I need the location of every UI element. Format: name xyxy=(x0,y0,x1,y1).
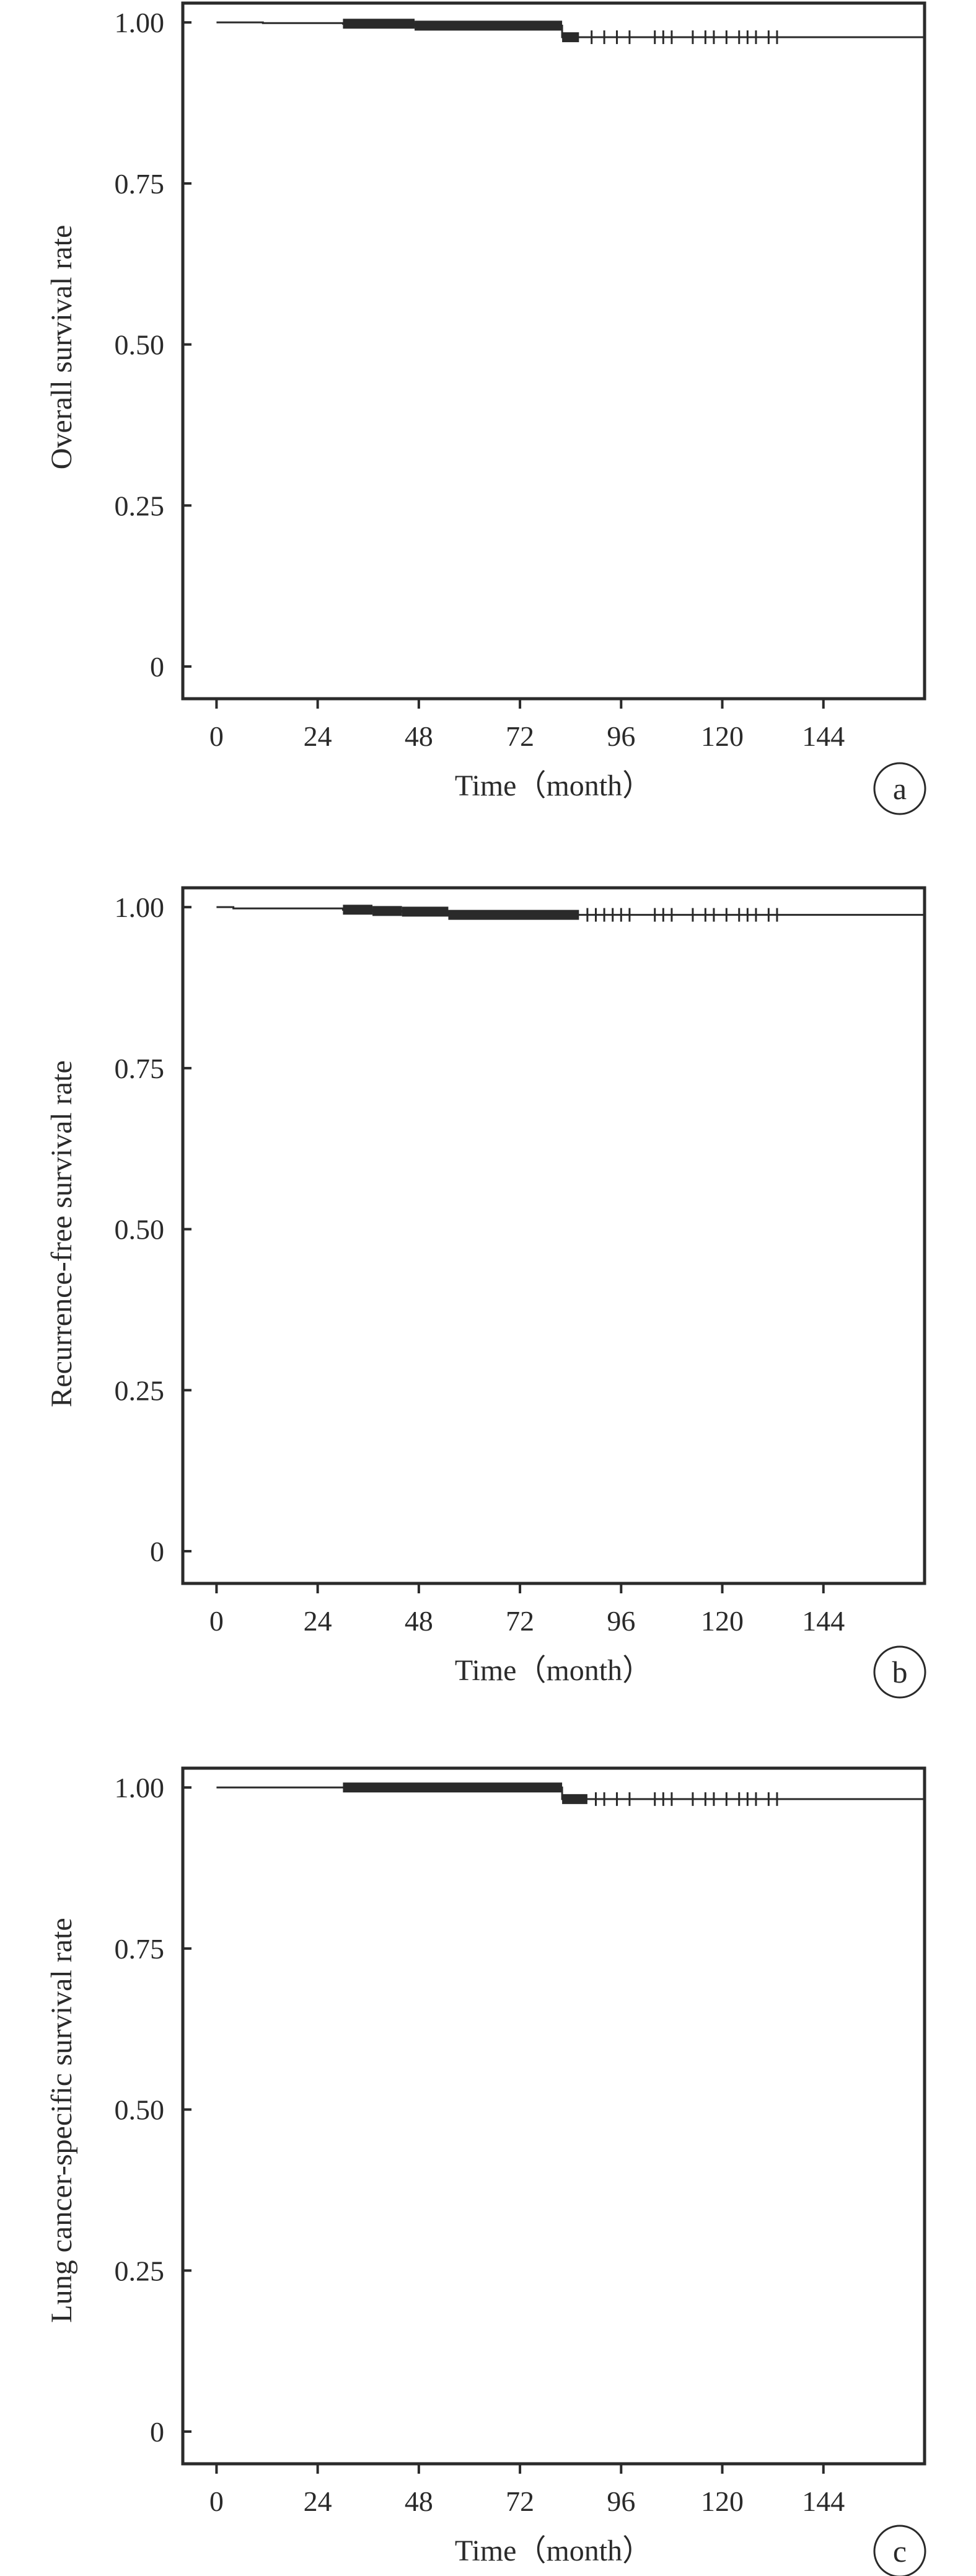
panel-label-c: c xyxy=(873,2525,926,2576)
y-tick-label: 0.75 xyxy=(115,168,165,200)
y-axis: 0 0.25 0.50 0.75 1.00 xyxy=(115,892,191,1567)
censor-band xyxy=(343,905,373,915)
x-tick-label: 144 xyxy=(802,2485,845,2517)
x-tick-label: 72 xyxy=(506,720,534,752)
panel-label-text: c xyxy=(893,2534,907,2569)
x-tick-label: 72 xyxy=(506,2485,534,2517)
y-tick-label: 0 xyxy=(150,651,164,683)
chart-panel-c: 0 0.25 0.50 0.75 1.00 0 24 48 72 96 120 144 Time（m… xyxy=(45,1766,926,2576)
y-axis: 0 0.25 0.50 0.75 1.00 xyxy=(115,1772,191,2448)
chart-panel-b: 0 0.25 0.50 0.75 1.00 0 24 48 72 96 120 144 Time（m… xyxy=(45,886,926,1699)
y-tick-label: 1.00 xyxy=(115,1772,165,1804)
panel-label-text: b xyxy=(892,1655,908,1689)
x-axis-label: Time（month） xyxy=(455,769,652,802)
y-tick-label: 0.75 xyxy=(115,1933,165,1965)
x-tick-label: 48 xyxy=(405,1605,433,1637)
y-axis: 0 0.25 0.50 0.75 1.00 xyxy=(115,7,191,683)
x-axis-label: Time（month） xyxy=(455,2534,652,2567)
y-tick-label: 0.50 xyxy=(115,2094,165,2126)
censor-band xyxy=(562,32,579,43)
plot-frame xyxy=(181,1,926,701)
panel-label-circle xyxy=(873,1645,926,1699)
panel-label-text: a xyxy=(893,771,907,806)
y-tick-label: 0.25 xyxy=(115,1374,165,1406)
x-axis: 0 24 48 72 96 120 144 xyxy=(209,2464,845,2517)
censor-band xyxy=(562,1794,587,1804)
y-tick-label: 0.75 xyxy=(115,1053,165,1084)
y-axis-label: Recurrence-free survival rate xyxy=(45,1060,78,1407)
panel-label-circle xyxy=(873,762,926,815)
x-axis: 0 24 48 72 96 120 144 xyxy=(209,699,845,752)
x-tick-label: 24 xyxy=(304,720,332,752)
censor-band xyxy=(415,20,563,31)
y-tick-label: 0 xyxy=(150,2416,164,2448)
y-tick-label: 0.25 xyxy=(115,2255,165,2286)
censor-band xyxy=(402,906,449,917)
survival-curve xyxy=(216,905,926,922)
y-tick-label: 0 xyxy=(150,1536,164,1567)
censor-band xyxy=(343,19,415,29)
survival-curve xyxy=(216,1782,926,1806)
y-tick-label: 0.50 xyxy=(115,1214,165,1246)
x-tick-label: 120 xyxy=(701,1605,744,1637)
x-tick-label: 0 xyxy=(209,720,224,752)
y-axis-label: Overall survival rate xyxy=(45,225,78,470)
x-tick-label: 0 xyxy=(209,1605,224,1637)
x-tick-label: 48 xyxy=(405,2485,433,2517)
x-tick-label: 96 xyxy=(607,1605,635,1637)
censor-band xyxy=(343,1782,563,1793)
x-tick-label: 96 xyxy=(607,2485,635,2517)
x-tick-label: 120 xyxy=(701,2485,744,2517)
y-axis-label: Lung cancer-specific survival rate xyxy=(45,1918,78,2322)
panel-label-circle xyxy=(873,2525,926,2576)
y-tick-label: 0.50 xyxy=(115,329,165,361)
y-tick-label: 0.25 xyxy=(115,490,165,521)
x-tick-label: 144 xyxy=(802,720,845,752)
x-tick-label: 24 xyxy=(304,2485,332,2517)
x-axis-label: Time（month） xyxy=(455,1654,652,1687)
x-tick-label: 0 xyxy=(209,2485,224,2517)
censor-band xyxy=(372,906,402,916)
plot-frame xyxy=(181,1766,926,2466)
survival-curve xyxy=(216,19,926,45)
x-axis: 0 24 48 72 96 120 144 xyxy=(209,1583,845,1637)
x-tick-label: 120 xyxy=(701,720,744,752)
plot-frame xyxy=(181,886,926,1585)
censor-band xyxy=(448,910,579,920)
x-tick-label: 48 xyxy=(405,720,433,752)
x-tick-label: 144 xyxy=(802,1605,845,1637)
y-tick-label: 1.00 xyxy=(115,892,165,923)
chart-panel-a: 0 0.25 0.50 0.75 1.00 0 24 48 72 96 120 144 Time（m… xyxy=(45,1,926,815)
panel-label-a: a xyxy=(873,762,926,815)
x-tick-label: 24 xyxy=(304,1605,332,1637)
panel-label-b: b xyxy=(873,1645,926,1699)
y-tick-label: 1.00 xyxy=(115,7,165,38)
x-tick-label: 72 xyxy=(506,1605,534,1637)
x-tick-label: 96 xyxy=(607,720,635,752)
